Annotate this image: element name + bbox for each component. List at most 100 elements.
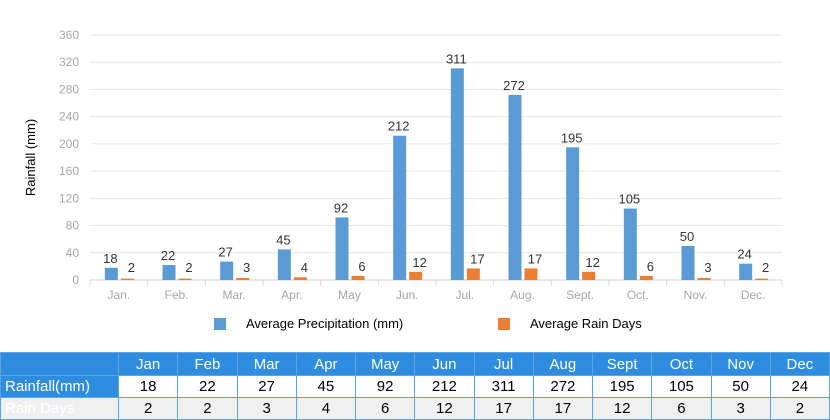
x-tick-label: Jul. xyxy=(455,288,474,302)
x-tick-label: Oct. xyxy=(627,288,649,302)
bar-precipitation xyxy=(335,217,349,280)
chart-canvas: 0 40 80 120 160 200 240 280 320 360 Rainfall (mm) 1… xyxy=(23,28,783,331)
data-label-rain-days: 17 xyxy=(470,251,484,266)
table-cell: 92 xyxy=(354,375,416,398)
rainfall-chart: 0 40 80 120 160 200 240 280 320 360 Rainfall (mm) 1… xyxy=(23,28,783,331)
y-tick-label: 80 xyxy=(66,219,80,233)
table-cell: 2 xyxy=(117,397,179,420)
bar-rain-days xyxy=(178,278,192,280)
table-cell: 22 xyxy=(177,375,238,398)
table-cell: 45 xyxy=(295,375,357,398)
bar-precipitation xyxy=(450,68,464,280)
table-month-header: May xyxy=(354,352,416,376)
y-tick-label: 160 xyxy=(59,164,79,178)
table-cell: 212 xyxy=(414,375,475,398)
data-label-precipitation: 22 xyxy=(161,248,175,263)
table-header-row: Jan Feb Mar Apr May Jun Jul Aug Sept Oct Nov Dec xyxy=(0,352,830,376)
y-tick-label: 320 xyxy=(59,55,79,69)
table-cell: 17 xyxy=(532,397,594,420)
bar-rain-days xyxy=(639,275,653,280)
bar-rain-days xyxy=(293,277,307,280)
data-label-precipitation: 272 xyxy=(503,78,525,93)
data-label-rain-days: 2 xyxy=(185,260,192,275)
table-cell: 2 xyxy=(769,397,830,420)
bar-precipitation xyxy=(508,94,522,280)
table-month-header: Oct xyxy=(651,352,712,376)
bar-rain-days xyxy=(697,277,711,280)
table-month-header: Sept xyxy=(591,352,653,376)
x-tick-label: Sept. xyxy=(566,288,594,302)
data-label-rain-days: 4 xyxy=(301,260,308,275)
data-label-precipitation: 105 xyxy=(618,192,640,207)
table-row-label: Rainfall(mm) xyxy=(0,375,119,398)
table-month-header: Jan xyxy=(117,352,179,376)
data-label-rain-days: 17 xyxy=(528,251,542,266)
table-row-label: Rain Days xyxy=(0,397,119,420)
data-label-precipitation: 92 xyxy=(334,200,348,215)
table-cell: 27 xyxy=(236,375,297,398)
data-label-precipitation: 50 xyxy=(680,229,694,244)
bar-precipitation xyxy=(277,249,291,280)
data-label-rain-days: 6 xyxy=(647,259,654,274)
table-row: Rain Days 2 2 3 4 6 12 17 17 12 6 3 2 xyxy=(0,397,830,420)
legend-swatch-rain-days xyxy=(498,318,510,330)
table-row: Rainfall(mm) 18 22 27 45 92 212 311 272 195 105 50 2… xyxy=(0,375,830,398)
table-cell: 18 xyxy=(117,375,179,398)
table-cell: 17 xyxy=(473,397,534,420)
table-cell: 311 xyxy=(473,375,534,398)
table-cell: 12 xyxy=(414,397,475,420)
bar-precipitation xyxy=(739,263,753,280)
bar-rain-days xyxy=(466,268,480,280)
bar-precipitation xyxy=(162,265,176,280)
bar-precipitation xyxy=(104,267,118,280)
y-tick-label: 360 xyxy=(59,28,79,42)
table-month-header: Dec xyxy=(769,352,830,376)
table-cell: 12 xyxy=(591,397,653,420)
table-cell: 2 xyxy=(177,397,238,420)
x-tick-label: Feb. xyxy=(164,288,188,302)
table-corner-cell xyxy=(0,352,119,376)
table-cell: 24 xyxy=(769,375,830,398)
legend-label-precipitation: Average Precipitation (mm) xyxy=(246,316,403,331)
bar-rain-days xyxy=(755,278,769,280)
table-cell: 105 xyxy=(651,375,712,398)
bar-rain-days xyxy=(236,277,250,280)
bar-precipitation xyxy=(220,261,234,280)
data-label-rain-days: 2 xyxy=(762,260,769,275)
data-label-precipitation: 195 xyxy=(561,130,583,145)
x-tick-label: Dec. xyxy=(741,288,766,302)
table-cell: 50 xyxy=(710,375,771,398)
data-label-precipitation: 18 xyxy=(103,251,117,266)
y-axis-title: Rainfall (mm) xyxy=(23,119,38,196)
x-tick-label: Jan. xyxy=(107,288,130,302)
table-month-header: Jul xyxy=(473,352,534,376)
data-label-precipitation: 212 xyxy=(388,119,410,134)
data-label-rain-days: 6 xyxy=(358,259,365,274)
x-tick-label: Jun. xyxy=(396,288,419,302)
data-label-precipitation: 24 xyxy=(737,247,751,262)
data-label-rain-days: 2 xyxy=(128,260,135,275)
table-month-header: Feb xyxy=(177,352,238,376)
data-label-precipitation: 45 xyxy=(276,232,290,247)
table-month-header: Aug xyxy=(532,352,594,376)
table-cell: 4 xyxy=(295,397,357,420)
data-label-rain-days: 12 xyxy=(412,255,426,270)
y-tick-label: 200 xyxy=(59,137,79,151)
data-label-precipitation: 311 xyxy=(446,51,467,66)
rainfall-data-table: Jan Feb Mar Apr May Jun Jul Aug Sept Oct Nov Dec Ra… xyxy=(0,352,830,420)
bar-precipitation xyxy=(566,147,580,280)
table-cell: 195 xyxy=(591,375,653,398)
table-month-header: Apr xyxy=(295,352,357,376)
bar-rain-days xyxy=(120,278,134,280)
y-tick-label: 40 xyxy=(66,246,80,260)
table-month-header: Mar xyxy=(236,352,297,376)
x-tick-label: Mar. xyxy=(222,288,245,302)
x-tick-label: Aug. xyxy=(510,288,535,302)
data-label-rain-days: 12 xyxy=(585,255,599,270)
data-label-rain-days: 3 xyxy=(704,260,711,275)
table-cell: 3 xyxy=(710,397,771,420)
bar-rain-days xyxy=(582,271,596,280)
table-cell: 3 xyxy=(236,397,297,420)
bar-precipitation xyxy=(681,245,695,280)
table-cell: 6 xyxy=(651,397,712,420)
